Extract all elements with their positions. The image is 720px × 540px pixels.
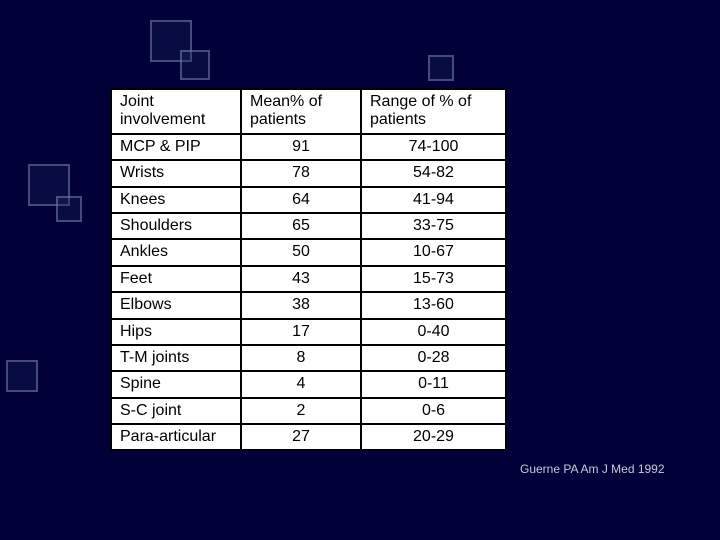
cell-joint: Elbows xyxy=(111,292,241,318)
joint-table-wrap: Joint involvement Mean% of patients Rang… xyxy=(110,88,507,451)
table-row: Feet4315-73 xyxy=(111,266,506,292)
cell-joint: Ankles xyxy=(111,239,241,265)
citation-text: Guerne PA Am J Med 1992 xyxy=(520,462,665,476)
cell-range: 20-29 xyxy=(361,424,506,450)
cell-joint: Feet xyxy=(111,266,241,292)
table-row: MCP & PIP9174-100 xyxy=(111,134,506,160)
col-header-range: Range of % of patients xyxy=(361,89,506,134)
cell-joint: S-C joint xyxy=(111,398,241,424)
cell-range: 0-28 xyxy=(361,345,506,371)
cell-range: 0-40 xyxy=(361,319,506,345)
cell-mean: 8 xyxy=(241,345,361,371)
cell-range: 0-6 xyxy=(361,398,506,424)
deco-square xyxy=(56,196,82,222)
cell-joint: Shoulders xyxy=(111,213,241,239)
cell-joint: Knees xyxy=(111,187,241,213)
deco-square xyxy=(6,360,38,392)
cell-mean: 17 xyxy=(241,319,361,345)
joint-involvement-table: Joint involvement Mean% of patients Rang… xyxy=(110,88,507,451)
table-row: Elbows3813-60 xyxy=(111,292,506,318)
cell-range: 10-67 xyxy=(361,239,506,265)
cell-joint: Spine xyxy=(111,371,241,397)
cell-mean: 91 xyxy=(241,134,361,160)
table-header-row: Joint involvement Mean% of patients Rang… xyxy=(111,89,506,134)
table-row: S-C joint20-6 xyxy=(111,398,506,424)
cell-joint: T-M joints xyxy=(111,345,241,371)
col-header-joint: Joint involvement xyxy=(111,89,241,134)
cell-mean: 2 xyxy=(241,398,361,424)
cell-mean: 78 xyxy=(241,160,361,186)
cell-joint: Wrists xyxy=(111,160,241,186)
table-row: Wrists7854-82 xyxy=(111,160,506,186)
cell-mean: 4 xyxy=(241,371,361,397)
cell-joint: MCP & PIP xyxy=(111,134,241,160)
cell-mean: 43 xyxy=(241,266,361,292)
cell-range: 33-75 xyxy=(361,213,506,239)
cell-joint: Para-articular xyxy=(111,424,241,450)
cell-mean: 38 xyxy=(241,292,361,318)
table-row: Spine40-11 xyxy=(111,371,506,397)
cell-range: 15-73 xyxy=(361,266,506,292)
table-row: Ankles5010-67 xyxy=(111,239,506,265)
cell-mean: 50 xyxy=(241,239,361,265)
table-row: Para-articular2720-29 xyxy=(111,424,506,450)
cell-range: 13-60 xyxy=(361,292,506,318)
cell-range: 0-11 xyxy=(361,371,506,397)
col-header-mean: Mean% of patients xyxy=(241,89,361,134)
cell-mean: 27 xyxy=(241,424,361,450)
table-body: MCP & PIP9174-100Wrists7854-82Knees6441-… xyxy=(111,134,506,451)
table-row: T-M joints80-28 xyxy=(111,345,506,371)
cell-range: 54-82 xyxy=(361,160,506,186)
table-row: Hips170-40 xyxy=(111,319,506,345)
deco-square xyxy=(180,50,210,80)
table-row: Shoulders6533-75 xyxy=(111,213,506,239)
table-row: Knees6441-94 xyxy=(111,187,506,213)
cell-mean: 64 xyxy=(241,187,361,213)
cell-mean: 65 xyxy=(241,213,361,239)
slide: Joint involvement Mean% of patients Rang… xyxy=(0,0,720,540)
deco-square xyxy=(428,55,454,81)
cell-range: 74-100 xyxy=(361,134,506,160)
cell-joint: Hips xyxy=(111,319,241,345)
cell-range: 41-94 xyxy=(361,187,506,213)
